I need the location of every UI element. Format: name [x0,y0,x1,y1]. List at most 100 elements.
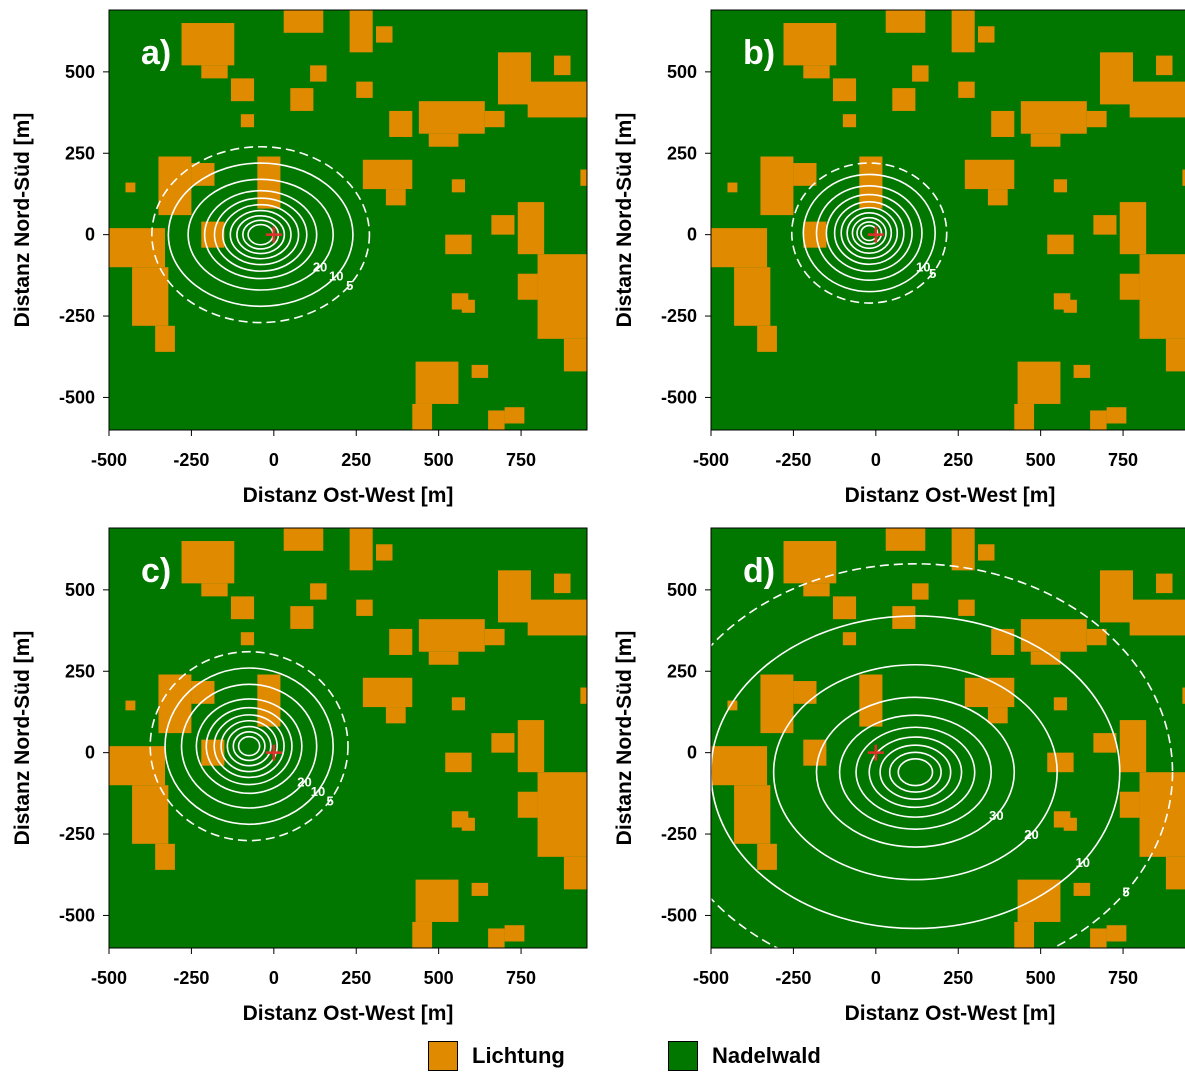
clearing-patch [497,570,531,623]
contour-20 [772,663,1058,881]
clearing-patch [1053,697,1068,711]
clearing-patch [201,583,228,597]
contour-10 [164,667,334,826]
clearing-patch [504,925,525,942]
y-tick-label: 500 [65,580,95,600]
legend-label-forest: Nadelwald [712,1043,821,1068]
clearing-patch [412,403,433,430]
x-tick-label: 250 [943,968,973,988]
clearing-patch [517,273,538,300]
clearing-patch [885,528,926,551]
x-tick-label: 0 [269,968,279,988]
clearing-patch [793,681,817,704]
clearing-patch [356,599,373,616]
panel-2: 510 b) -500 -250 0 250 500 750 -500 -250 0 250 500 Di… [613,9,1185,507]
contours: 510 [790,162,948,304]
clearing-patch [491,733,515,753]
contour-40 [213,197,308,272]
clearing-patch [580,169,587,186]
clearing-patch [491,215,515,235]
clearing-patch [711,228,768,268]
y-tick-label: -500 [661,905,697,925]
clearing-patch [1182,169,1185,186]
x-axis-label: Distanz Ost-West [m] [243,1002,454,1025]
clearing-patch [412,921,433,948]
clearing-patch [389,628,413,655]
clearing-patch [418,101,485,134]
x-tick-label: 250 [943,450,973,470]
y-tick-label: 250 [65,143,95,163]
contour-label: 10 [311,784,325,799]
panel-label: d) [743,552,775,590]
clearing-patch [428,133,459,147]
y-tick-label: 250 [65,661,95,681]
clearing-patch [517,791,538,818]
contour-20 [815,185,923,282]
clearing-patch [964,159,1015,190]
contour-80 [856,221,883,245]
y-axis-label: Distanz Nord-Süd [m] [11,631,34,846]
clearing-patch [1156,573,1173,594]
clearing-patch [1090,928,1107,948]
clearing-patch [155,843,175,870]
clearing-patch [885,10,926,33]
clearing-patch [1086,110,1107,128]
panel-4: 5 10 20 30 d) -500 -250 0 250 500 750 -500 -250 0 250 5… [613,527,1185,1025]
contour-30 [203,189,318,280]
y-tick-label: -500 [59,387,95,407]
contour-80 [232,731,266,762]
contour-label: 10 [916,260,930,275]
contour-label: 5 [346,278,353,293]
contour-label: 10 [329,269,343,284]
contour-90 [860,224,879,242]
contour-60 [846,212,893,255]
x-tick-label: -250 [775,450,811,470]
contour-10 [802,173,936,293]
contour-40 [205,706,293,786]
clearing-patch [1014,403,1035,430]
clearing-patch [1129,81,1185,118]
clearing-patch [504,407,525,424]
clearing-patch [1030,651,1061,665]
contours: 5 10 20 30 [711,563,1174,948]
clearing-patch [842,632,857,646]
clearing-patch [1119,791,1140,818]
clearing-patch [1053,179,1068,193]
clearing-patch [257,156,281,209]
clearing-patch [1156,55,1173,76]
clearing-patch [132,785,169,844]
plot-frame [710,9,1185,431]
clearing-patch [257,674,281,727]
contour-label: 20 [313,259,327,274]
clearing-patch [517,202,545,255]
contour-30 [195,698,303,795]
legend-item-forest: Nadelwald [668,1041,821,1071]
clearing-patch [964,677,1015,708]
clearing-patch [580,687,587,704]
clearing-patch [158,156,192,216]
clearing-patch [517,720,545,773]
clearing-patch [1106,925,1127,942]
y-tick-label: 250 [667,143,697,163]
clearing-patch [240,632,255,646]
clearing-patch [757,325,777,352]
x-tick-label: -250 [173,450,209,470]
x-tick-label: 0 [269,450,279,470]
clearing-patch [1086,628,1107,646]
clearing-patch [1047,234,1074,255]
clearing-patch [1099,52,1133,105]
clearing-patch [191,163,215,186]
clearing-patch [537,254,587,339]
clearing-patch [1093,733,1117,753]
clearing-patch [760,674,794,734]
plot-frame [108,9,588,431]
y-tick-label: -250 [59,306,95,326]
legend: Lichtung Nadelwald [0,1036,1185,1076]
clearing-patch [987,189,1008,206]
x-tick-label: 750 [506,450,536,470]
clearing-patch [832,78,857,102]
clearing-patch [1020,101,1087,134]
clearing-patch [488,410,505,430]
source-marker [265,744,282,761]
y-tick-label: 0 [85,743,95,763]
